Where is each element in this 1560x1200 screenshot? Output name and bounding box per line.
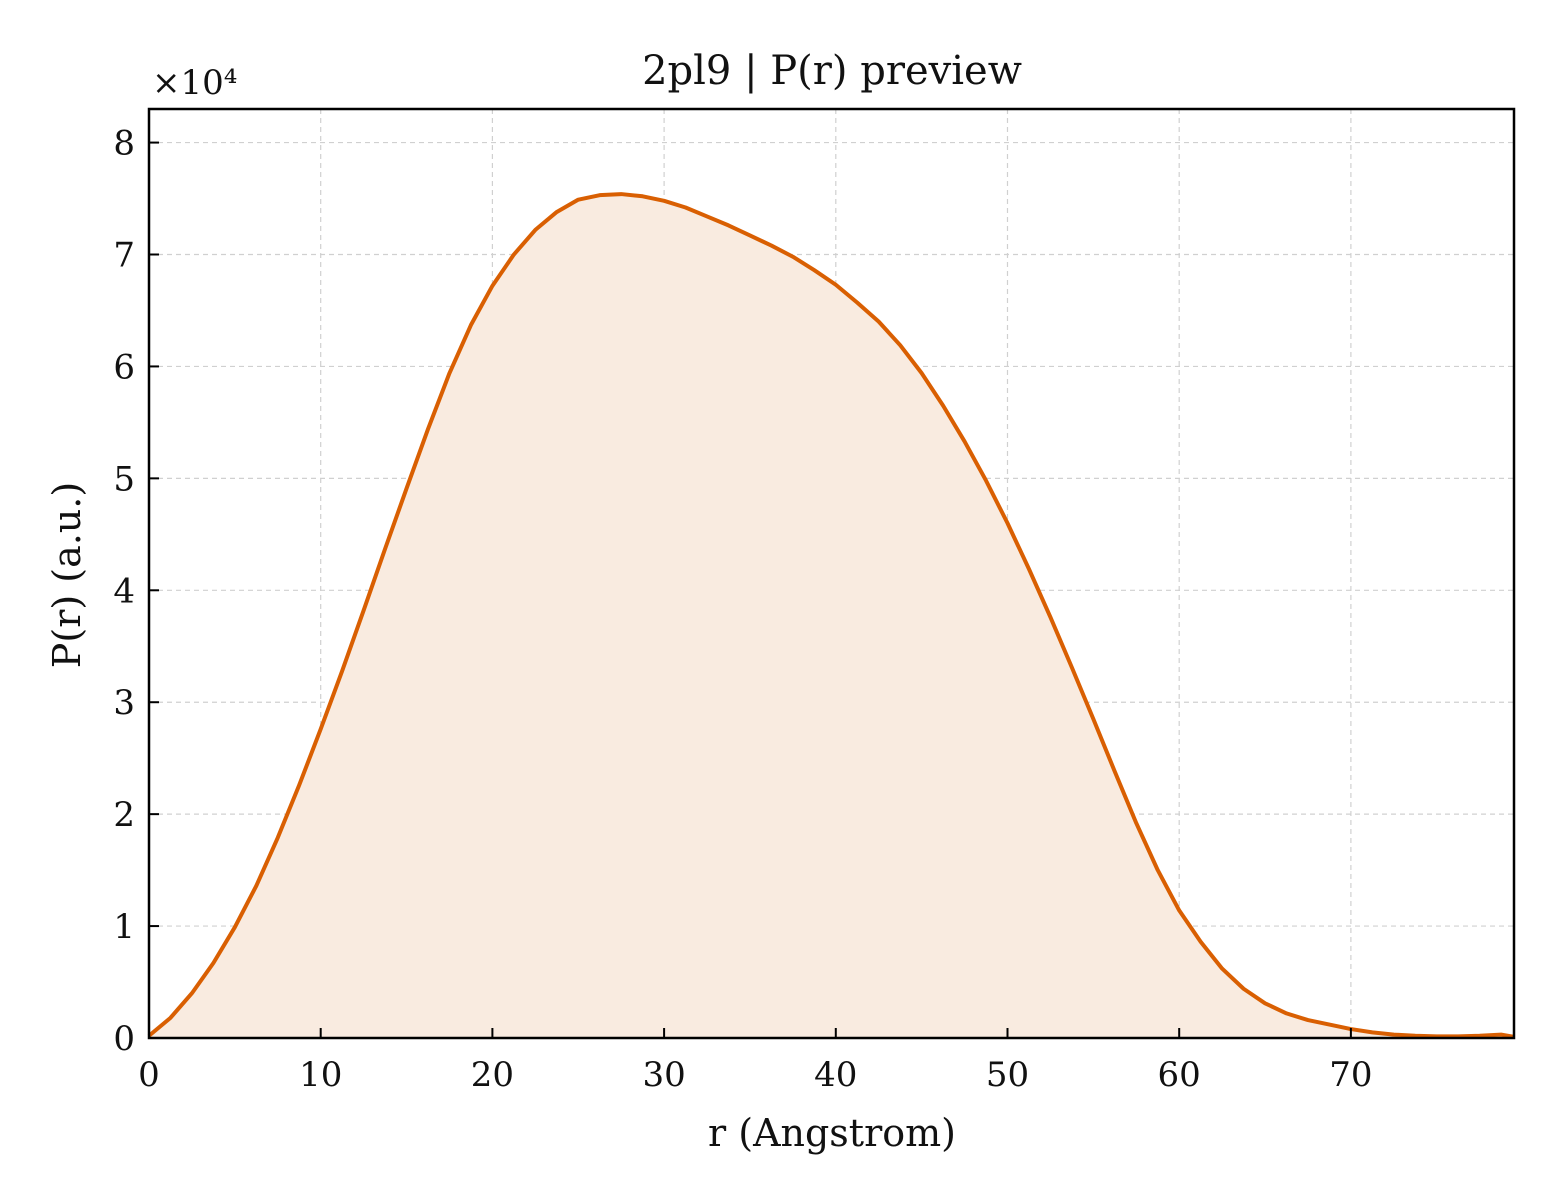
x-tick-label: 0	[138, 1055, 160, 1095]
x-axis-label: r (Angstrom)	[708, 1111, 956, 1155]
x-tick-label: 40	[814, 1055, 857, 1095]
y-tick-label: 8	[113, 124, 135, 164]
y-multiplier-label: ×10⁴	[152, 63, 237, 103]
axis-ticks: 0 10 20 30 40 50 60 70 0 1 2 3 4 5 6 7 8	[113, 124, 1372, 1095]
y-tick-label: 2	[113, 795, 135, 835]
y-tick-label: 4	[113, 571, 135, 611]
chart-title: 2pl9 | P(r) preview	[642, 48, 1022, 94]
x-tick-label: 50	[986, 1055, 1029, 1095]
pr-line	[147, 192, 1515, 1039]
x-tick-label: 70	[1329, 1055, 1372, 1095]
y-axis-label: P(r) (a.u.)	[45, 482, 89, 668]
y-tick-label: 6	[113, 347, 135, 387]
x-tick-label: 30	[642, 1055, 685, 1095]
plot-frame	[147, 107, 1516, 1040]
y-tick-label: 5	[113, 459, 135, 499]
y-tick-label: 1	[113, 907, 135, 947]
y-tick-label: 7	[113, 236, 135, 276]
x-tick-label: 20	[471, 1055, 514, 1095]
y-tick-label: 0	[113, 1019, 135, 1059]
x-tick-label: 60	[1158, 1055, 1201, 1095]
pr-area-fill	[149, 194, 1514, 1038]
x-tick-label: 10	[299, 1055, 342, 1095]
y-tick-label: 3	[113, 683, 135, 723]
